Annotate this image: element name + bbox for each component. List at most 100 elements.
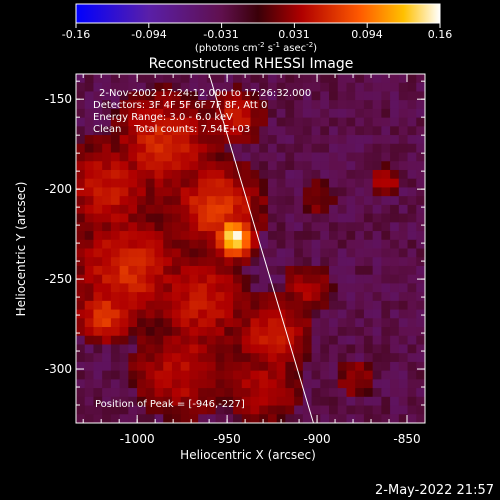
- heatmap-cell: [180, 379, 191, 389]
- heatmap-cell: [110, 379, 121, 389]
- heatmap-cell: [163, 248, 173, 258]
- heatmap-cell: [215, 274, 225, 284]
- heatmap-cell: [102, 335, 112, 346]
- heatmap-cell: [337, 327, 348, 337]
- heatmap-cell: [241, 318, 252, 328]
- heatmap-cell: [276, 248, 286, 258]
- detectors-label: Detectors: 3F 4F 5F 6F 7F 8F, Att 0: [93, 100, 267, 111]
- heatmap-cell: [102, 169, 112, 180]
- heatmap-cell: [302, 161, 313, 171]
- heatmap-cell: [163, 152, 173, 162]
- heatmap-cell: [145, 414, 156, 423]
- heatmap-cell: [346, 265, 356, 276]
- heatmap-cell: [241, 82, 252, 93]
- heatmap-cell: [259, 414, 269, 423]
- heatmap-cell: [416, 100, 425, 110]
- heatmap-cell: [137, 169, 147, 180]
- heatmap-cell: [241, 231, 252, 241]
- heatmap-cell: [311, 108, 321, 119]
- heatmap-cell: [119, 379, 129, 389]
- heatmap-cell: [302, 361, 313, 372]
- heatmap-cell: [416, 161, 425, 171]
- heatmap-cell: [180, 222, 191, 232]
- heatmap-cell: [398, 300, 409, 311]
- heatmap-cell: [320, 169, 330, 180]
- heatmap-cell: [407, 396, 417, 407]
- heatmap-cell: [233, 239, 243, 250]
- heatmap-cell: [250, 126, 260, 136]
- heatmap-cell: [102, 318, 112, 328]
- heatmap-cell: [372, 143, 382, 154]
- heatmap-cell: [285, 222, 295, 232]
- heatmap-cell: [76, 91, 86, 101]
- heatmap-cell: [390, 117, 400, 127]
- heatmap-cell: [215, 143, 225, 154]
- heatmap-cell: [337, 396, 348, 407]
- heatmap-cell: [215, 388, 225, 398]
- heatmap-cell: [215, 178, 225, 189]
- heatmap-cell: [355, 126, 365, 136]
- heatmap-cell: [285, 309, 295, 319]
- heatmap-cell: [294, 239, 304, 250]
- heatmap-cell: [337, 152, 348, 162]
- heatmap-cell: [355, 344, 365, 354]
- heatmap-cell: [407, 74, 417, 84]
- heatmap-cell: [311, 361, 321, 372]
- heatmap-cell: [416, 370, 425, 380]
- heatmap-cell: [189, 196, 199, 206]
- heatmap-cell: [180, 117, 191, 127]
- heatmap-cell: [276, 169, 286, 180]
- heatmap-cell: [206, 318, 217, 328]
- heatmap-cell: [311, 292, 321, 302]
- heatmap-cell: [198, 405, 208, 415]
- heatmap-cell: [355, 370, 365, 380]
- heatmap-cell: [337, 135, 348, 145]
- heatmap-cell: [276, 161, 286, 171]
- heatmap-cell: [110, 396, 121, 407]
- heatmap-cell: [163, 91, 173, 101]
- heatmap-cell: [267, 82, 278, 93]
- heatmap-cell: [329, 135, 339, 145]
- heatmap-cell: [346, 283, 356, 293]
- heatmap-cell: [163, 265, 173, 276]
- heatmap-cell: [390, 213, 400, 223]
- heatmap-cell: [233, 100, 243, 110]
- heatmap-cell: [84, 327, 95, 337]
- heatmap-cell: [398, 91, 409, 101]
- heatmap-cell: [302, 388, 313, 398]
- heatmap-cell: [398, 414, 409, 423]
- heatmap-cell: [145, 344, 156, 354]
- heatmap-cell: [398, 196, 409, 206]
- heatmap-cell: [189, 169, 199, 180]
- heatmap-cell: [119, 344, 129, 354]
- heatmap-cell: [390, 248, 400, 258]
- heatmap-cell: [198, 169, 208, 180]
- heatmap-cell: [302, 353, 313, 363]
- heatmap-cell: [180, 257, 191, 267]
- heatmap-cell: [320, 327, 330, 337]
- heatmap-cell: [189, 370, 199, 380]
- heatmap-cell: [119, 187, 129, 197]
- heatmap-cell: [267, 300, 278, 311]
- heatmap-cell: [119, 248, 129, 258]
- heatmap-cell: [180, 361, 191, 372]
- heatmap-cell: [372, 152, 382, 162]
- heatmap-cell: [372, 117, 382, 127]
- heatmap-cell: [163, 370, 173, 380]
- heatmap-cell: [363, 300, 374, 311]
- heatmap-cell: [267, 117, 278, 127]
- heatmap-cell: [267, 143, 278, 154]
- heatmap-cell: [355, 414, 365, 423]
- heatmap-cell: [398, 204, 409, 215]
- heatmap-cell: [180, 353, 191, 363]
- heatmap-cell: [128, 318, 138, 328]
- heatmap-cell: [128, 135, 138, 145]
- heatmap-cell: [110, 187, 121, 197]
- heatmap-cell: [233, 344, 243, 354]
- heatmap-cell: [311, 126, 321, 136]
- heatmap-cell: [145, 187, 156, 197]
- heatmap-cell: [198, 318, 208, 328]
- heatmap-cell: [206, 187, 217, 197]
- heatmap-cell: [372, 379, 382, 389]
- heatmap-cell: [311, 91, 321, 101]
